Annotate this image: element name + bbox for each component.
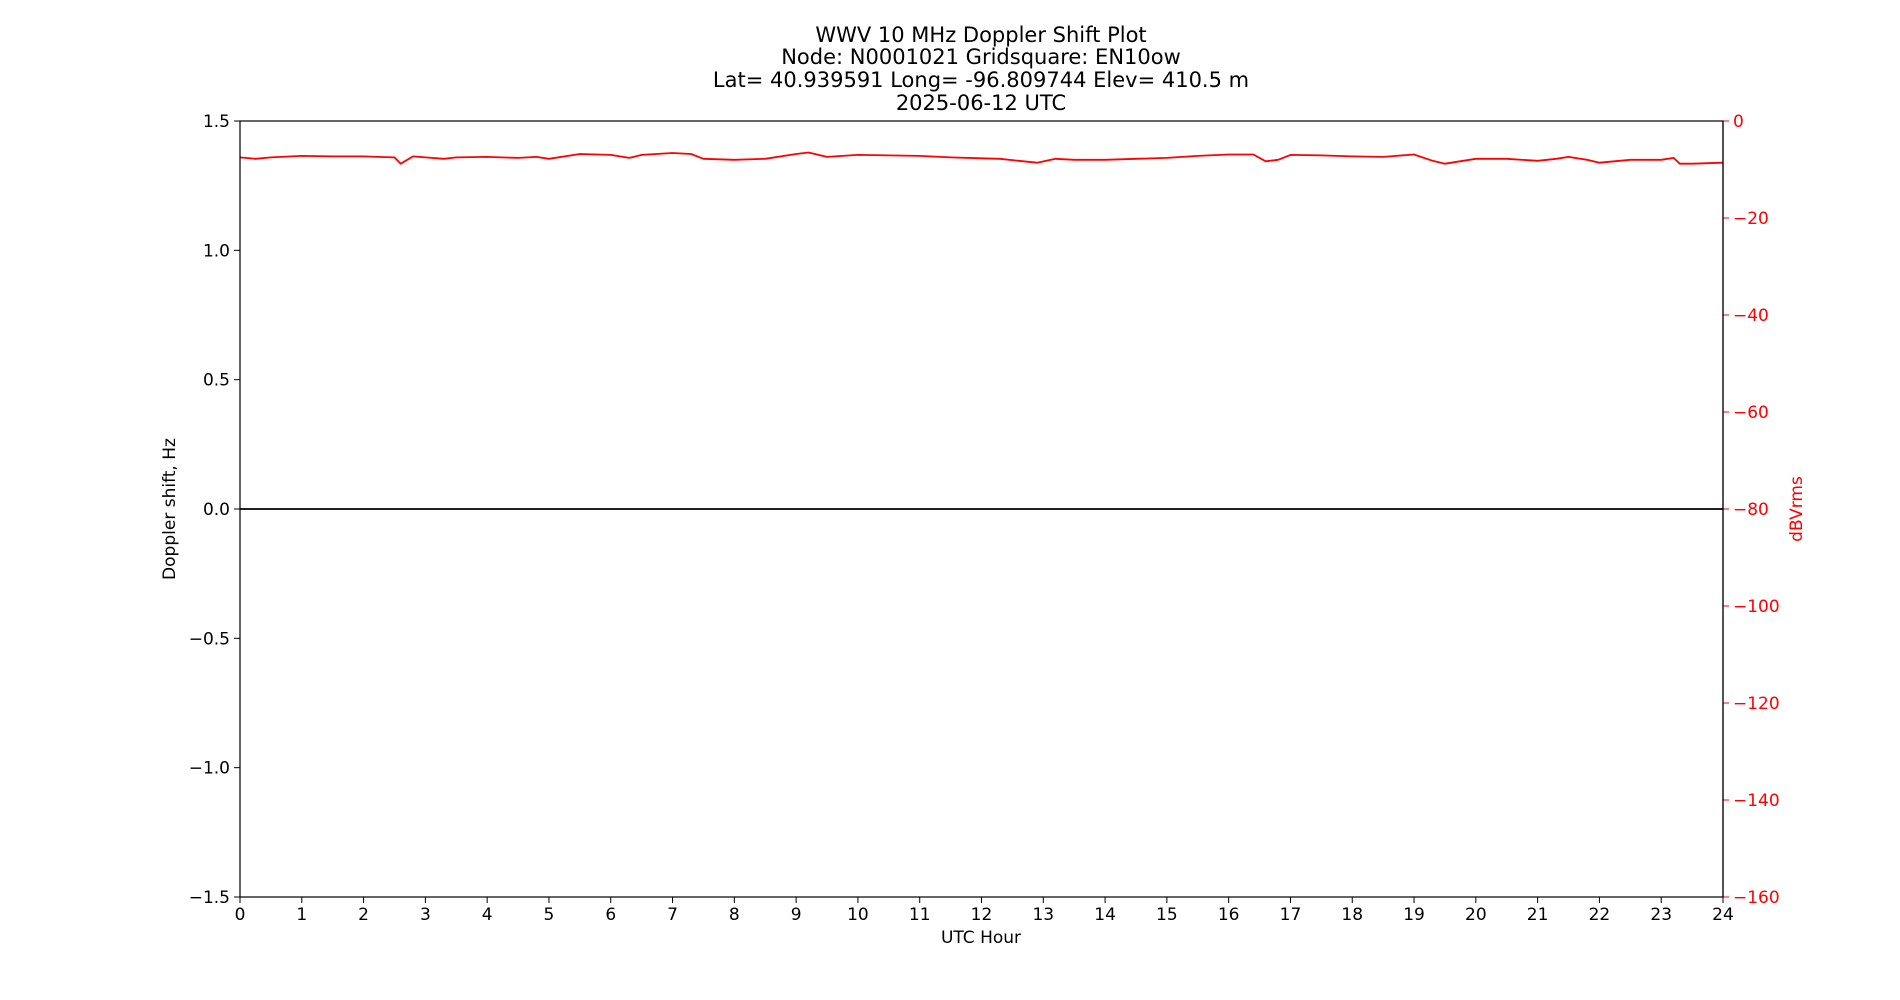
y-axis-ticks: 1.5 1.0 0.5 0.0 −0.5 −1.0 −1.5: [189, 112, 240, 908]
x-tick-label: 21: [1527, 905, 1549, 925]
x-tick-label: 10: [847, 905, 869, 925]
x-tick-label: 16: [1218, 905, 1240, 925]
x-tick-label: 4: [482, 905, 493, 925]
x-tick-label: 11: [909, 905, 931, 925]
x-tick-label: 18: [1341, 905, 1363, 925]
x-tick-label: 5: [544, 905, 555, 925]
x-tick-label: 23: [1650, 905, 1672, 925]
title-line-4: 2025-06-12 UTC: [896, 91, 1066, 115]
y2-tick-label: −140: [1733, 791, 1780, 811]
y-tick-label: −1.0: [189, 759, 230, 779]
x-tick-label: 7: [667, 905, 678, 925]
y-tick-label: 1.0: [203, 241, 230, 261]
y2-tick-label: −20: [1733, 209, 1769, 229]
x-tick-label: 1: [296, 905, 307, 925]
y2-tick-label: −100: [1733, 597, 1780, 617]
x-tick-label: 14: [1094, 905, 1116, 925]
title-line-1: WWV 10 MHz Doppler Shift Plot: [815, 23, 1146, 47]
data-series: [239, 151, 1724, 510]
x-tick-label: 24: [1712, 905, 1734, 925]
x-tick-label: 3: [420, 905, 431, 925]
x-axis-ticks: 0 1 2 3 4 5 6 7 8 9 10 11 12 13 14 15 16 17 18 19 20 21 22 23 24: [235, 897, 1734, 925]
x-tick-label: 8: [729, 905, 740, 925]
x-tick-label: 20: [1465, 905, 1487, 925]
y2-tick-label: −120: [1733, 694, 1780, 714]
x-tick-label: 22: [1589, 905, 1611, 925]
x-tick-label: 17: [1280, 905, 1302, 925]
y-tick-label: 0.0: [203, 500, 230, 520]
y2-tick-label: −80: [1733, 500, 1769, 520]
y2-axis-label: dBVrms: [1787, 476, 1807, 542]
y2-tick-label: 0: [1733, 112, 1744, 132]
y2-tick-label: −40: [1733, 306, 1769, 326]
x-tick-label: 15: [1156, 905, 1178, 925]
title-line-3: Lat= 40.939591 Long= -96.809744 Elev= 41…: [713, 68, 1249, 92]
y2-axis-ticks: 0 −20 −40 −60 −80 −100 −120 −140 −160: [1723, 112, 1780, 908]
y-tick-label: 0.5: [203, 371, 230, 391]
y2-tick-label: −160: [1733, 888, 1780, 908]
y2-tick-label: −60: [1733, 403, 1769, 423]
x-tick-label: 12: [971, 905, 993, 925]
x-tick-label: 19: [1403, 905, 1425, 925]
chart-title: WWV 10 MHz Doppler Shift Plot Node: N000…: [713, 23, 1249, 115]
x-tick-label: 6: [605, 905, 616, 925]
title-line-2: Node: N0001021 Gridsquare: EN10ow: [781, 45, 1181, 69]
y-tick-label: −0.5: [189, 629, 230, 649]
y-tick-label: 1.5: [203, 112, 230, 132]
y-axis-label: Doppler shift, Hz: [160, 438, 180, 580]
signal-level-line: [239, 151, 1724, 165]
x-tick-label: 13: [1032, 905, 1054, 925]
y-tick-label: −1.5: [189, 888, 230, 908]
x-tick-label: 2: [358, 905, 369, 925]
x-tick-label: 0: [235, 905, 246, 925]
x-axis-label: UTC Hour: [941, 928, 1021, 948]
x-tick-label: 9: [791, 905, 802, 925]
